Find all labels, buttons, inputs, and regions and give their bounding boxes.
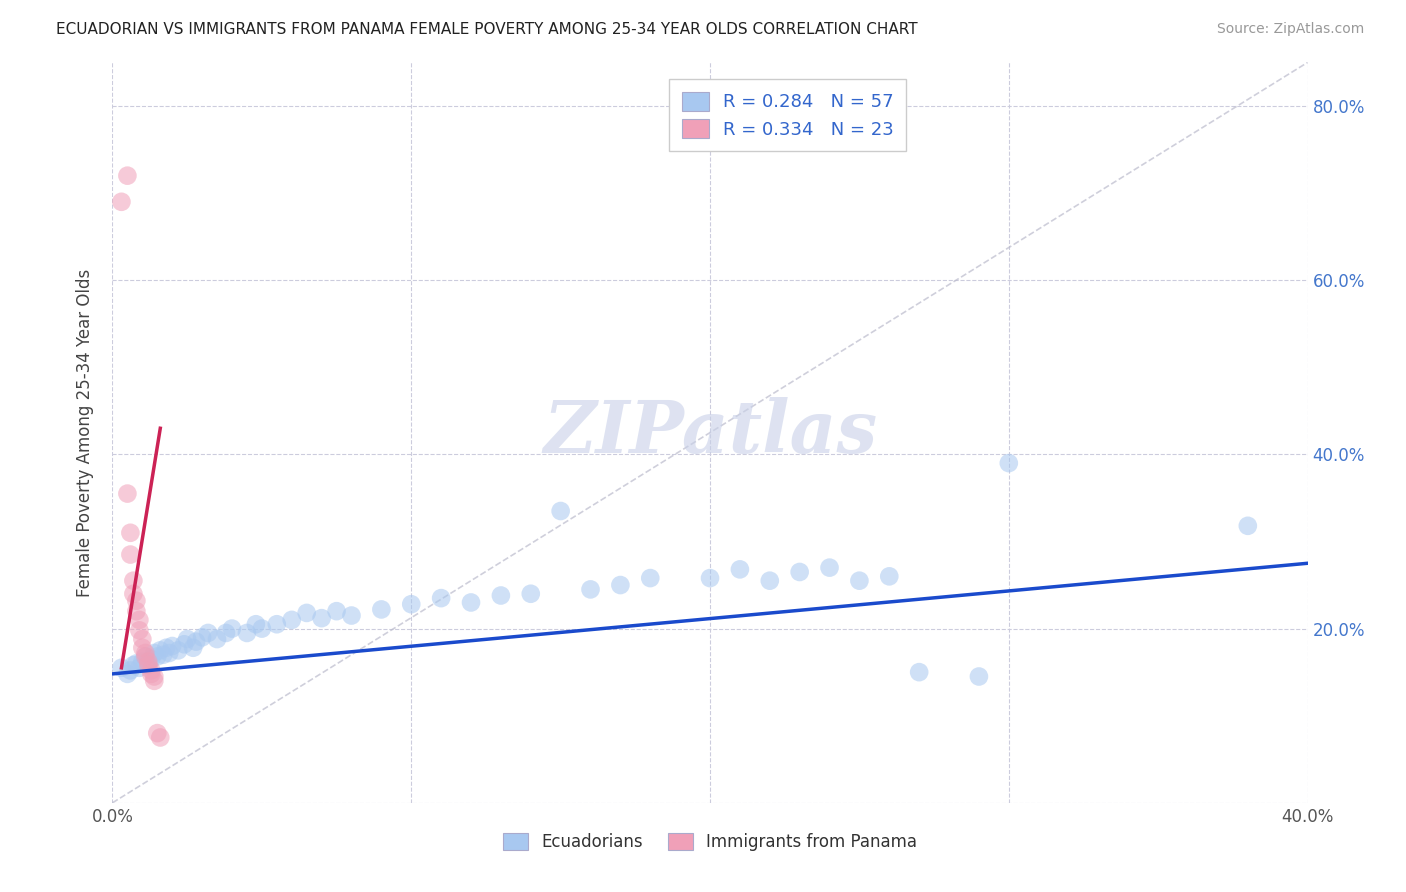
Point	[143, 673, 166, 688]
Point	[520, 587, 543, 601]
Point	[128, 661, 150, 675]
Point	[1237, 518, 1260, 533]
Point	[245, 617, 267, 632]
Point	[122, 574, 145, 588]
Point	[579, 582, 602, 597]
Point	[141, 666, 163, 681]
Point	[128, 624, 150, 638]
Point	[191, 630, 214, 644]
Point	[908, 665, 931, 680]
Point	[131, 655, 153, 669]
Point	[110, 661, 132, 675]
Point	[281, 613, 304, 627]
Point	[131, 632, 153, 646]
Point	[141, 652, 163, 666]
Y-axis label: Female Poverty Among 25-34 Year Olds: Female Poverty Among 25-34 Year Olds	[76, 268, 94, 597]
Text: Source: ZipAtlas.com: Source: ZipAtlas.com	[1216, 22, 1364, 37]
Point	[131, 640, 153, 655]
Point	[125, 593, 148, 607]
Text: ECUADORIAN VS IMMIGRANTS FROM PANAMA FEMALE POVERTY AMONG 25-34 YEAR OLDS CORREL: ECUADORIAN VS IMMIGRANTS FROM PANAMA FEM…	[56, 22, 918, 37]
Point	[197, 626, 219, 640]
Point	[295, 606, 318, 620]
Point	[266, 617, 288, 632]
Point	[215, 626, 238, 640]
Point	[138, 658, 160, 673]
Point	[848, 574, 870, 588]
Point	[128, 613, 150, 627]
Point	[134, 649, 156, 664]
Point	[460, 595, 482, 609]
Point	[125, 657, 148, 671]
Point	[157, 646, 180, 660]
Point	[146, 726, 169, 740]
Point	[120, 664, 142, 678]
Point	[967, 669, 990, 683]
Text: ZIPatlas: ZIPatlas	[543, 397, 877, 468]
Point	[120, 525, 142, 540]
Point	[152, 648, 174, 662]
Point	[340, 608, 363, 623]
Point	[205, 632, 228, 646]
Point	[430, 591, 453, 606]
Point	[138, 655, 160, 669]
Point	[117, 486, 139, 500]
Point	[236, 626, 259, 640]
Point	[122, 587, 145, 601]
Point	[789, 565, 811, 579]
Point	[728, 562, 751, 576]
Point	[120, 548, 142, 562]
Point	[759, 574, 782, 588]
Point	[181, 640, 204, 655]
Point	[173, 637, 195, 651]
Legend: R = 0.284   N = 57, R = 0.334   N = 23: R = 0.284 N = 57, R = 0.334 N = 23	[669, 78, 907, 151]
Point	[401, 597, 423, 611]
Point	[141, 664, 163, 678]
Point	[186, 634, 208, 648]
Point	[221, 622, 243, 636]
Point	[117, 169, 139, 183]
Point	[325, 604, 347, 618]
Point	[640, 571, 662, 585]
Point	[143, 669, 166, 683]
Point	[167, 643, 190, 657]
Point	[818, 560, 841, 574]
Point	[122, 658, 145, 673]
Point	[143, 646, 166, 660]
Point	[155, 640, 177, 655]
Point	[370, 602, 392, 616]
Point	[110, 194, 132, 209]
Point	[176, 632, 198, 646]
Point	[125, 604, 148, 618]
Point	[699, 571, 721, 585]
Point	[149, 643, 172, 657]
Point	[134, 649, 156, 664]
Point	[149, 731, 172, 745]
Point	[146, 649, 169, 664]
Point	[311, 611, 333, 625]
Point	[134, 646, 156, 660]
Point	[879, 569, 901, 583]
Point	[998, 456, 1021, 470]
Point	[489, 589, 512, 603]
Point	[117, 666, 139, 681]
Point	[162, 639, 183, 653]
Point	[138, 658, 160, 673]
Point	[609, 578, 631, 592]
Point	[550, 504, 572, 518]
Point	[250, 622, 273, 636]
